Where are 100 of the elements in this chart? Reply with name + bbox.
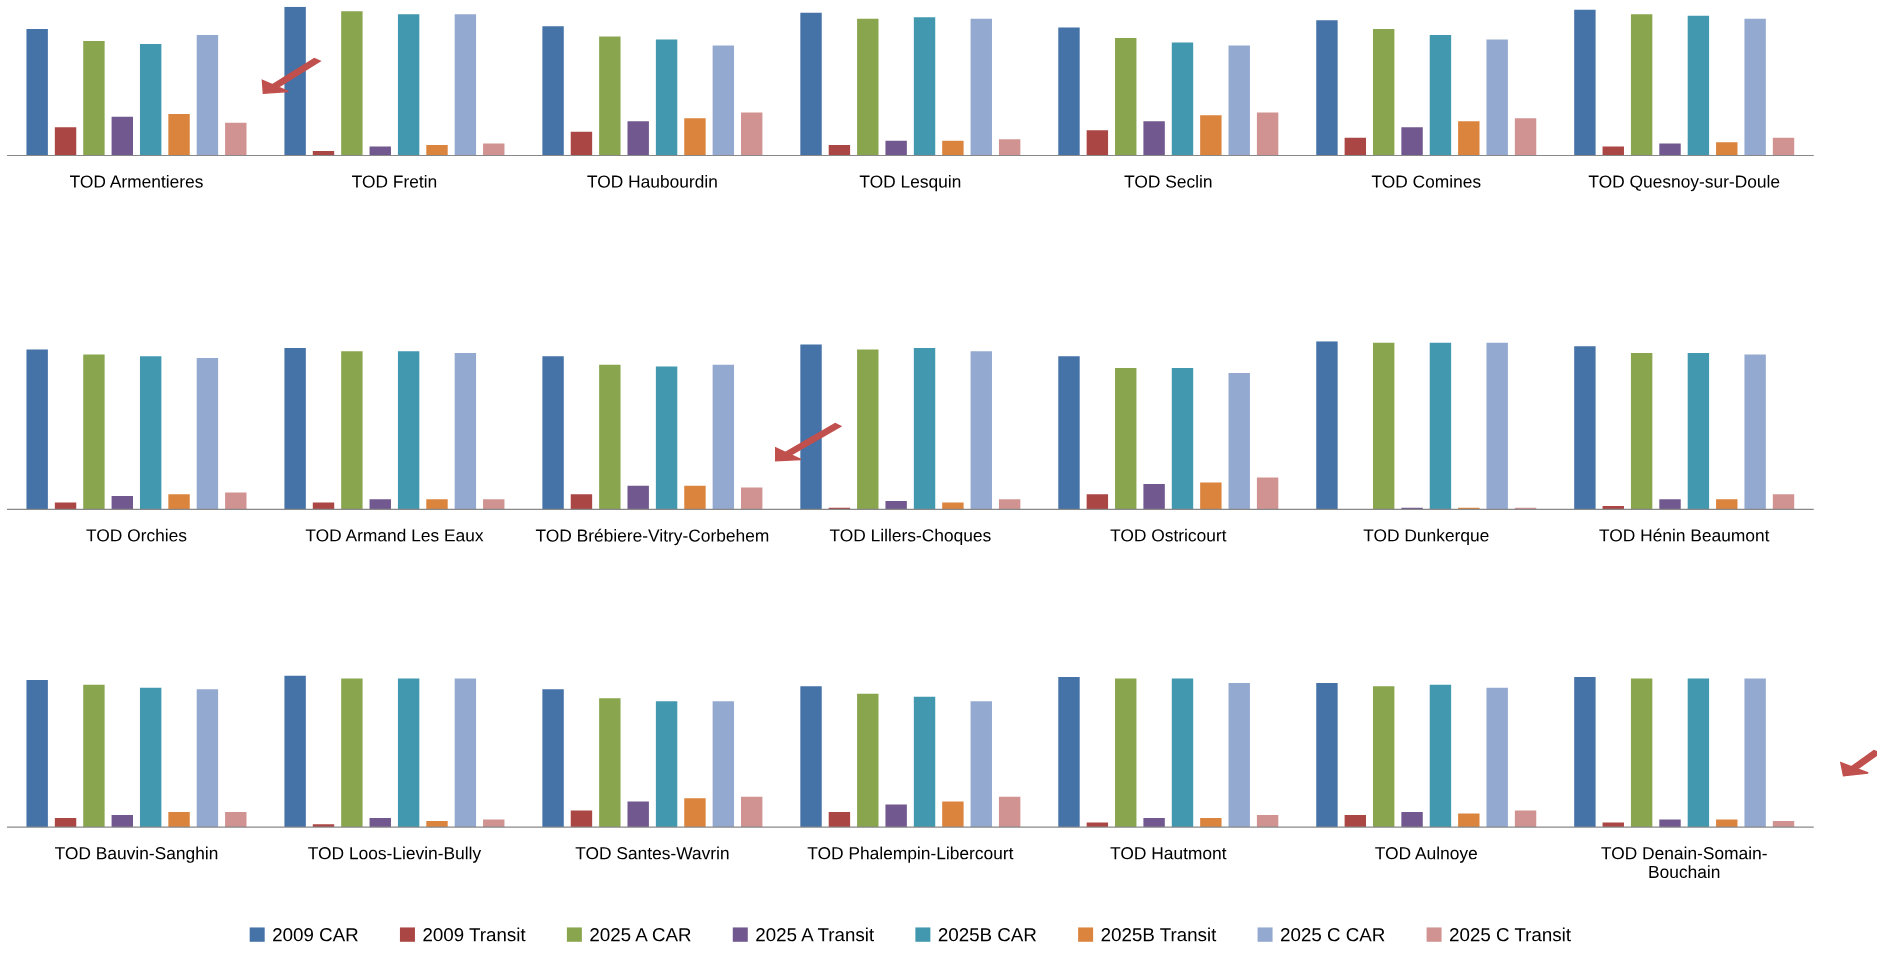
bar [83,354,105,510]
legend-label: 2025 C Transit [1450,927,1571,942]
x-tick-label: TOD Hénin Beaumont [1599,528,1770,542]
bar [196,35,219,156]
bar [1630,352,1653,510]
legend-label: 2025B CAR [938,928,1037,942]
bar [225,492,247,510]
bar [397,14,420,156]
bar [1744,354,1766,510]
bar [1716,499,1738,510]
bar [800,12,822,156]
bar [1574,9,1596,156]
bar [542,26,564,156]
bar [1772,137,1795,156]
bar [139,356,162,510]
bar [1486,39,1508,156]
legend-label: 2025 A Transit [756,927,874,942]
bar [627,121,649,156]
bar [570,494,593,510]
bar [942,502,964,510]
bar [1659,819,1681,828]
bar [1372,686,1395,828]
bar [1256,112,1279,156]
x-tick-label: TOD Armentieres [69,174,203,188]
bar [26,29,48,156]
bar [1058,356,1080,510]
bar [397,351,420,510]
bar [542,356,564,510]
bar [913,696,936,828]
bar [1772,494,1795,510]
bar [885,500,907,510]
bar [139,43,162,156]
bar [1687,352,1710,510]
bar [1228,45,1250,156]
bar [857,18,879,156]
x-tick-label: TOD Fretin [352,174,437,188]
legend-label: 2025 A CAR [590,928,691,942]
bar [1086,494,1109,510]
bar [397,678,420,828]
bar [54,127,77,156]
x-tick-label: TOD Dunkerque [1363,528,1489,545]
bar [483,143,505,156]
bar [1228,373,1250,510]
bar [599,36,621,156]
bar [1744,678,1766,828]
bar [885,804,907,828]
bar [1200,482,1222,510]
bar [225,812,247,828]
bar [426,821,448,828]
x-tick-label: TOD Comines [1371,174,1481,188]
bar [1171,42,1194,156]
bar [1429,342,1452,510]
bar [483,819,505,828]
bar [83,684,105,828]
bar [942,801,964,828]
bar [341,678,363,828]
bar [1115,678,1137,828]
bar [1687,15,1710,156]
bar [712,45,735,156]
bar [998,499,1021,510]
bar [1458,121,1480,156]
bar [1200,115,1222,156]
bar [1316,683,1338,828]
bar [1316,20,1338,156]
bar [1228,683,1250,828]
bar [1316,341,1338,510]
bar [1486,342,1508,510]
legend-label: 2025 C CAR [1281,928,1385,942]
bar [369,818,391,828]
bar [970,701,992,828]
bar [54,818,77,828]
bar [1514,810,1537,828]
x-tick-label: TOD Loos-Lievin-Bully [308,846,482,863]
bar [1086,130,1109,156]
bar [139,687,162,828]
x-tick-label: TOD Seclin [1124,174,1212,188]
bar [655,366,678,510]
x-tick-label: TOD Orchies [86,528,187,542]
bar [741,796,763,828]
bar [857,349,879,510]
bar [1171,368,1194,510]
bar [741,487,763,510]
bar [828,812,851,828]
bar [828,145,851,156]
bar [284,347,306,510]
bar [1716,142,1738,156]
x-tick-label: TOD Ostricourt [1110,528,1227,542]
bar [111,495,133,510]
bar [970,18,992,156]
x-tick-label: TOD Lillers-Choques [829,528,991,545]
bar [1171,678,1194,828]
bar [627,485,649,510]
bar [913,347,936,510]
bar [483,499,505,510]
bar [1458,813,1480,828]
bar [684,485,706,510]
bar [570,810,593,828]
bar [168,113,190,156]
bar [857,693,879,828]
bar [1772,821,1795,828]
